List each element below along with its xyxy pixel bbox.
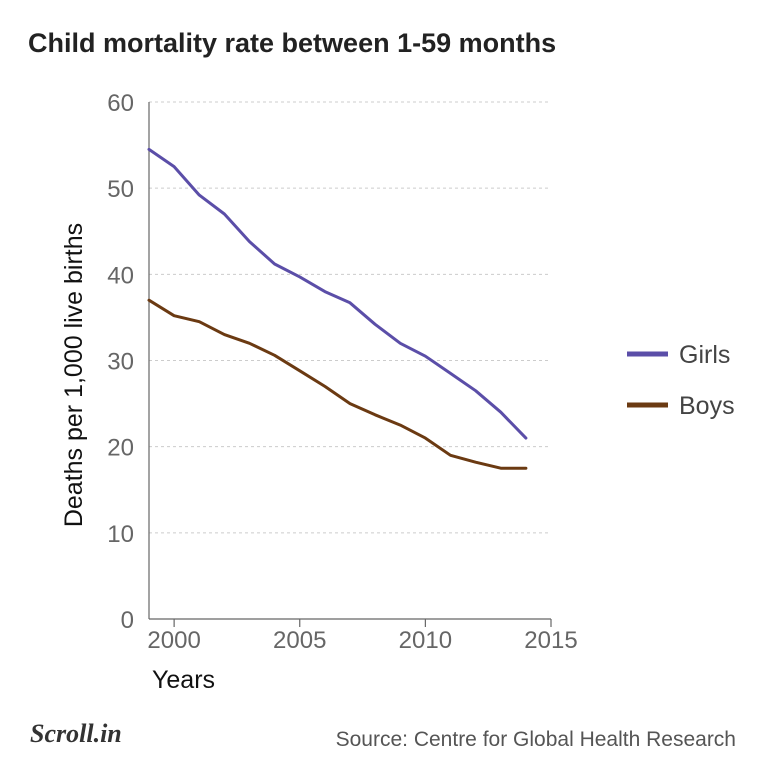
grid: [149, 101, 551, 534]
y-tick-label: 30: [107, 349, 134, 376]
series-line-boys: [147, 298, 528, 470]
y-tick-label: 40: [107, 262, 134, 289]
x-tick-label: 2000: [147, 627, 200, 654]
axes: [148, 102, 551, 620]
legend-label-girls: Girls: [679, 341, 730, 369]
y-tick-label: 0: [121, 607, 134, 634]
series-lines: [147, 147, 528, 470]
chart-title: Child mortality rate between 1-59 months: [28, 28, 556, 58]
y-tick-labels: 0 10 20 30 40 50 60: [107, 90, 134, 634]
y-axis-label: Deaths per 1,000 live births: [60, 223, 88, 527]
y-tick-label: 60: [107, 90, 134, 117]
y-tick-label: 10: [107, 521, 134, 548]
x-tick-label: 2010: [399, 627, 452, 654]
x-tick-label: 2015: [524, 627, 577, 654]
y-tick-label: 20: [107, 435, 134, 462]
y-tick-label: 50: [107, 176, 134, 203]
legend-label-boys: Boys: [679, 392, 735, 420]
legend: Girls Boys: [627, 341, 735, 420]
x-axis-label: Years: [152, 666, 215, 694]
scroll-logo: Scroll.in: [30, 719, 122, 748]
series-line-girls: [147, 147, 528, 440]
x-tick-labels: 2000 2005 2010 2015: [147, 619, 578, 654]
x-tick-label: 2005: [273, 627, 326, 654]
source-note: Source: Centre for Global Health Researc…: [336, 728, 736, 751]
